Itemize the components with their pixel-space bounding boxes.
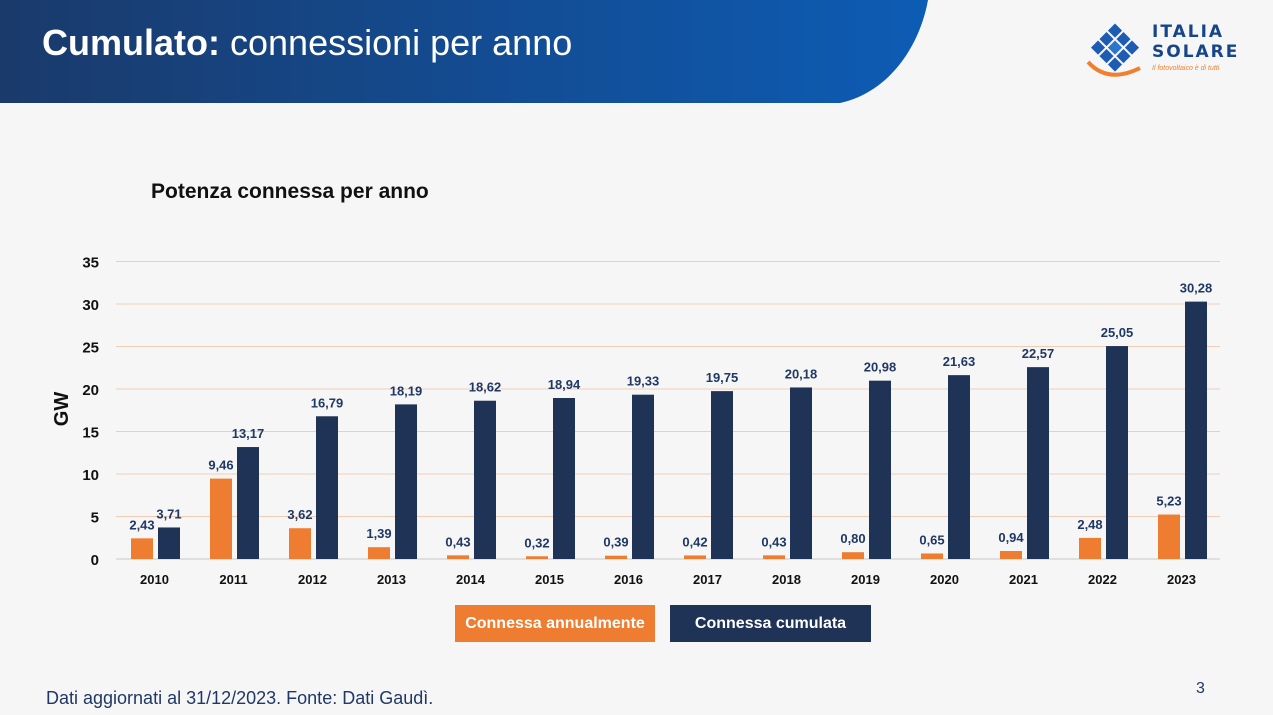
header-banner: Cumulato: connessioni per anno ITALIA SO… <box>0 0 1273 105</box>
bar-annual-2011 <box>210 478 232 559</box>
x-tick-label-2011: 2011 <box>219 572 247 587</box>
bar-cumulative-2023 <box>1185 301 1207 559</box>
x-tick-label-2020: 2020 <box>930 572 959 587</box>
data-label-annual-2015: 0,32 <box>524 535 549 550</box>
data-label-cumulative-2019: 20,98 <box>864 360 897 375</box>
data-label-cumulative-2023: 30,28 <box>1180 281 1213 296</box>
bar-cumulative-2022 <box>1106 346 1128 559</box>
legend-cumulative: Connessa cumulata <box>670 605 871 642</box>
x-tick-label-2023: 2023 <box>1167 572 1196 587</box>
x-tick-label-2012: 2012 <box>298 572 327 587</box>
data-label-cumulative-2017: 19,75 <box>706 370 739 385</box>
data-label-annual-2020: 0,65 <box>919 532 944 547</box>
y-tick-label: 20 <box>82 382 99 399</box>
bar-cumulative-2010 <box>158 527 180 559</box>
bar-annual-2022 <box>1079 537 1101 559</box>
data-label-cumulative-2011: 13,17 <box>232 426 265 441</box>
bar-cumulative-2014 <box>474 400 496 559</box>
page-title-rest: connessioni per anno <box>230 22 573 63</box>
data-label-annual-2016: 0,39 <box>603 535 628 550</box>
header-background <box>0 0 928 103</box>
y-tick-label: 5 <box>91 510 99 527</box>
bar-annual-2019 <box>842 552 864 559</box>
x-tick-label-2021: 2021 <box>1009 572 1038 587</box>
x-tick-label-2010: 2010 <box>140 572 169 587</box>
data-label-cumulative-2018: 20,18 <box>785 366 818 381</box>
bar-cumulative-2017 <box>711 391 733 559</box>
x-tick-label-2014: 2014 <box>456 572 486 587</box>
logo-wordmark: ITALIA SOLARE <box>1152 22 1239 62</box>
data-label-annual-2023: 5,23 <box>1156 494 1181 509</box>
bar-annual-2021 <box>1000 551 1022 559</box>
bar-annual-2013 <box>368 547 390 559</box>
bar-annual-2023 <box>1158 514 1180 559</box>
x-tick-label-2018: 2018 <box>772 572 801 587</box>
data-label-annual-2013: 1,39 <box>366 526 391 541</box>
page-title-bold: Cumulato: <box>42 22 220 63</box>
bar-chart: 0 5 10 15 20 25 30 35 GW 2,433,71 2010 9,46 13,17 201… <box>51 255 1220 587</box>
data-label-cumulative-2014: 18,62 <box>469 380 502 395</box>
bar-cumulative-2020 <box>948 375 970 559</box>
data-label-cumulative-2020: 21,63 <box>943 354 976 369</box>
chart-title: Potenza connessa per anno <box>151 180 429 203</box>
bar-annual-2016 <box>605 555 627 559</box>
x-tick-label-2015: 2015 <box>535 572 564 587</box>
data-label-annual-2022: 2,48 <box>1077 517 1102 532</box>
data-label-cumulative-2013: 18,19 <box>390 383 423 398</box>
data-label-annual-2011: 9,46 <box>208 458 233 473</box>
y-tick-label: 25 <box>82 340 99 357</box>
data-label-cumulative-2010: 3,71 <box>156 506 181 521</box>
y-axis-label: GW <box>51 392 73 427</box>
bar-annual-2012 <box>289 528 311 559</box>
y-tick-label: 15 <box>82 425 99 442</box>
bar-cumulative-2011 <box>237 447 259 559</box>
bar-annual-2017 <box>684 555 706 559</box>
x-tick-label-2016: 2016 <box>614 572 643 587</box>
y-tick-label: 0 <box>91 552 99 569</box>
x-tick-label-2013: 2013 <box>377 572 406 587</box>
y-tick-label: 30 <box>82 297 99 314</box>
logo-tagline: Il fotovoltaico è di tutti <box>1152 65 1220 72</box>
x-tick-label-2017: 2017 <box>693 572 722 587</box>
data-label-annual-2012: 3,62 <box>287 507 312 522</box>
data-label-annual-2019: 0,80 <box>840 531 865 546</box>
data-label-annual-2014: 0,43 <box>445 534 470 549</box>
bar-cumulative-2012 <box>316 416 338 559</box>
bar-annual-2014 <box>447 555 469 559</box>
logo-line-2: SOLARE <box>1152 42 1240 62</box>
italia-solare-logo: ITALIA SOLARE Il fotovoltaico è di tutti <box>1082 18 1242 84</box>
y-tick-label: 10 <box>82 467 99 484</box>
logo-line-1: ITALIA <box>1152 22 1225 42</box>
solar-panel-icon <box>1086 23 1141 77</box>
footer-source-note: Dati aggiornati al 31/12/2023. Fonte: Da… <box>46 688 434 708</box>
x-tick-label-2019: 2019 <box>851 572 880 587</box>
bar-cumulative-2015 <box>553 398 575 559</box>
data-label-cumulative-2015: 18,94 <box>548 377 581 392</box>
bar-annual-2015 <box>526 556 548 559</box>
bar-annual-2020 <box>921 553 943 559</box>
bar-cumulative-2018 <box>790 387 812 559</box>
data-label-cumulative-2012: 16,79 <box>311 395 344 410</box>
page-number: 3 <box>1196 680 1205 697</box>
page-title: Cumulato: connessioni per anno <box>42 22 572 64</box>
bar-cumulative-2021 <box>1027 367 1049 559</box>
data-label-annual-2018: 0,43 <box>761 534 786 549</box>
legend-annual: Connessa annualmente <box>455 605 655 642</box>
data-label-cumulative-2021: 22,57 <box>1022 346 1055 361</box>
data-label-cumulative-2016: 19,33 <box>627 374 660 389</box>
data-label-annual-2017: 0,42 <box>682 534 707 549</box>
bar-cumulative-2013 <box>395 404 417 559</box>
data-label-cumulative-2022: 25,05 <box>1101 325 1134 340</box>
bar-annual-2010 <box>131 538 153 559</box>
data-label-annual-2021: 0,94 <box>998 530 1024 545</box>
bar-annual-2018 <box>763 555 785 559</box>
x-tick-label-2022: 2022 <box>1088 572 1117 587</box>
bar-cumulative-2016 <box>632 394 654 559</box>
data-label-annual-2010: 2,43 <box>129 517 154 532</box>
bar-cumulative-2019 <box>869 380 891 559</box>
y-tick-label: 35 <box>82 255 99 272</box>
